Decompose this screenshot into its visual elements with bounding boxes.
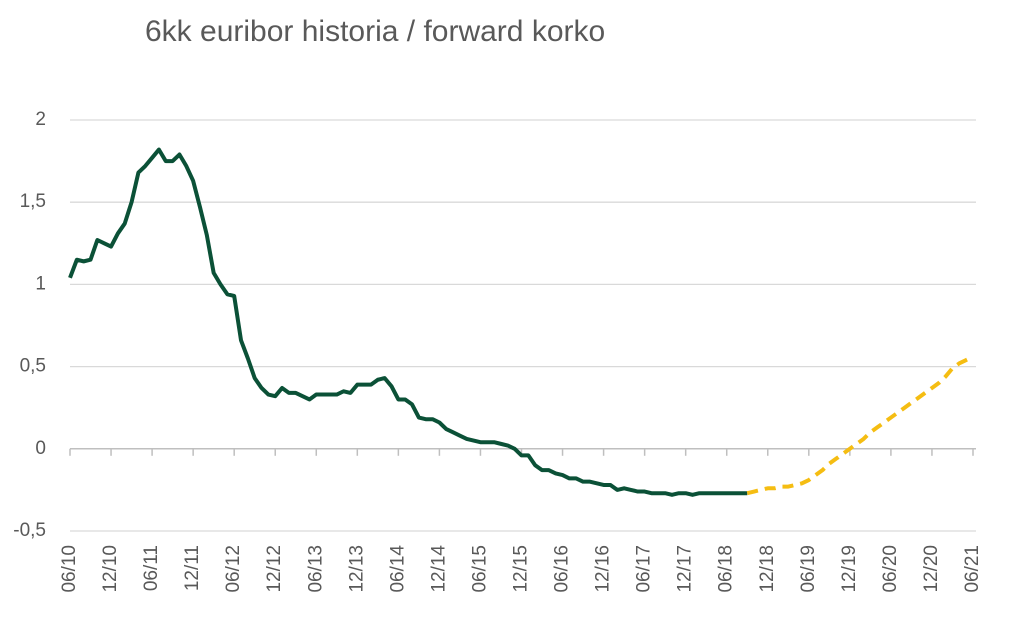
- x-tick-label: 12/11: [182, 545, 203, 591]
- x-tick-label: 12/14: [428, 545, 449, 593]
- x-tick-label: 06/16: [552, 545, 573, 593]
- y-tick-label: 1: [35, 273, 46, 294]
- x-tick-label: 06/13: [305, 545, 326, 593]
- x-tick-label: 12/15: [511, 545, 532, 593]
- x-tick-label: 06/10: [59, 545, 80, 593]
- x-tick-label: 12/20: [921, 545, 942, 593]
- y-tick-label: 0,5: [20, 356, 46, 377]
- x-tick-label: 12/16: [593, 545, 614, 593]
- x-tick-label: 12/10: [100, 545, 121, 593]
- x-tick-label: 06/18: [716, 545, 737, 593]
- x-tick-label: 06/11: [141, 545, 162, 591]
- x-tick-label: 06/15: [469, 545, 490, 593]
- series-line: [68, 147, 748, 497]
- y-tick-label: 0: [35, 438, 46, 459]
- x-tick-label: 06/12: [223, 545, 244, 593]
- y-tick-label: 1,5: [20, 191, 46, 212]
- x-tick-label: 12/18: [757, 545, 778, 593]
- series-line: [746, 354, 974, 496]
- x-tick-label: 06/17: [634, 545, 655, 593]
- x-tick-label: 12/12: [264, 545, 285, 593]
- x-tick-label: 12/17: [675, 545, 696, 593]
- x-tick-label: 06/14: [387, 545, 408, 593]
- y-tick-label: -0,5: [13, 520, 46, 541]
- x-tick-label: 06/20: [880, 545, 901, 593]
- chart-title: 6kk euribor historia / forward korko: [145, 15, 605, 48]
- x-tick-label: 06/21: [962, 545, 983, 593]
- x-tick-label: 12/13: [346, 545, 367, 593]
- x-tick-label: 12/19: [839, 545, 860, 593]
- y-tick-label: 2: [35, 109, 46, 130]
- x-tick-label: 06/19: [798, 545, 819, 593]
